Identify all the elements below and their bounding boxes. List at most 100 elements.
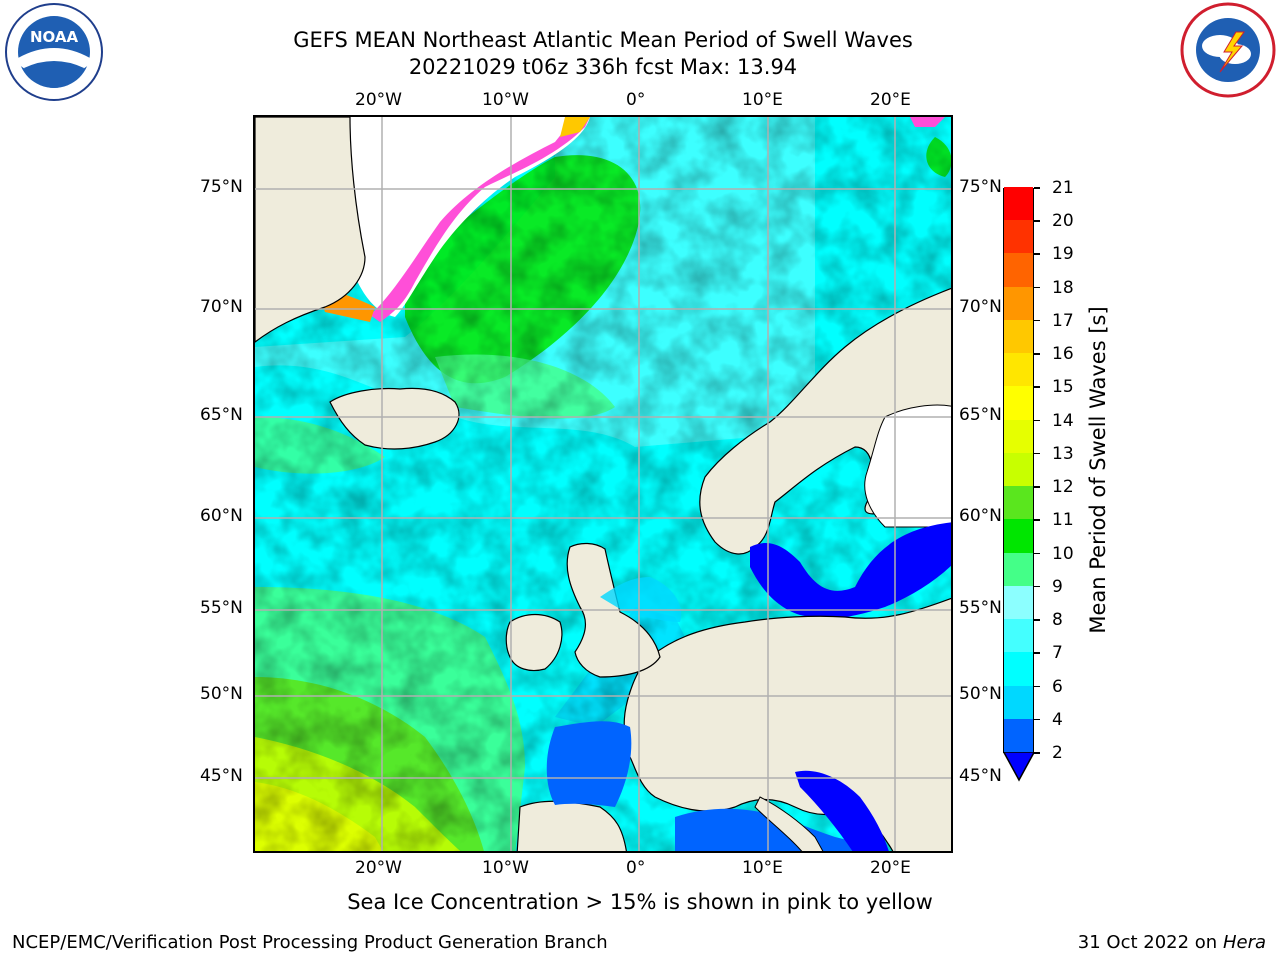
colorbar-segment [1004, 718, 1033, 752]
colorbar-segment [1004, 352, 1033, 387]
colorbar-tick [1034, 685, 1040, 688]
colorbar-tick-label: 21 [1052, 178, 1074, 198]
lon-label-top: 20°E [870, 90, 911, 110]
lon-label-top: 10°E [742, 90, 783, 110]
colorbar-tick [1034, 286, 1040, 289]
lat-label-right: 50°N [959, 684, 1002, 704]
lon-label-top: 0° [626, 90, 646, 110]
colorbar-tick [1034, 619, 1040, 621]
footer-right: 31 Oct 2022 on Hera [1078, 932, 1266, 953]
adriatic [795, 770, 889, 851]
colorbar-tick-label: 6 [1052, 676, 1063, 697]
sea-ice-note: Sea Ice Concentration > 15% is shown in … [347, 890, 933, 914]
lon-label-bottom: 20°E [870, 858, 911, 878]
map-svg [255, 117, 951, 851]
baltic-ice-area [864, 404, 951, 528]
colorbar-segment [1004, 618, 1033, 653]
sea-ice-edge [370, 117, 590, 322]
baltic-sea [750, 522, 951, 619]
lon-label-bottom: 20°W [355, 858, 402, 878]
colorbar-tick [1034, 486, 1040, 488]
graticule [255, 117, 951, 851]
colorbar-tick [1034, 253, 1040, 255]
colorbar-tick-label: 13 [1052, 443, 1074, 464]
lon-label-top: 10°W [482, 90, 529, 110]
lat-label-left: 60°N [200, 506, 243, 526]
footer-left: NCEP/EMC/Verification Post Processing Pr… [12, 932, 608, 953]
colorbar-tick-label: 18 [1052, 277, 1074, 298]
colorbar-tick-label: 12 [1052, 477, 1074, 498]
colorbar-segment [1004, 385, 1033, 420]
colorbar-tick [1034, 519, 1040, 521]
colorbar-segment [1004, 585, 1033, 620]
colorbar-segment [1004, 219, 1033, 254]
colorbar-tick [1034, 718, 1040, 721]
colorbar-tick-label: 15 [1052, 377, 1074, 398]
lat-label-right: 75°N [959, 177, 1002, 197]
colorbar-tick-label: 9 [1052, 576, 1063, 597]
colorbar-tick [1034, 353, 1040, 355]
lon-label-bottom: 0° [626, 858, 646, 878]
lat-label-left: 50°N [200, 684, 243, 704]
lat-label-left: 65°N [200, 405, 243, 425]
lon-label-bottom: 10°W [482, 858, 529, 878]
lat-label-right: 70°N [959, 297, 1002, 317]
colorbar-tick-label: 19 [1052, 244, 1074, 265]
lat-label-left: 55°N [200, 598, 243, 618]
ireland [505, 613, 563, 672]
colorbar-tick [1034, 452, 1040, 455]
colorbar-tick-label: 4 [1052, 709, 1063, 730]
colorbar-tick-label: 11 [1052, 510, 1074, 531]
greenland-icecap [347, 117, 590, 317]
colorbar-segment [1004, 452, 1033, 487]
colorbar-segment [1004, 685, 1033, 719]
lon-label-bottom: 10°E [742, 858, 783, 878]
lat-label-right: 55°N [959, 598, 1002, 618]
colorbar-segment [1004, 552, 1033, 586]
iceland [329, 387, 460, 450]
lat-label-left: 45°N [200, 766, 243, 786]
colorbar-segment [1004, 186, 1033, 221]
map-subtitle: 20221029 t06z 336h fcst Max: 13.94 [408, 55, 798, 79]
colorbar-tick-label: 10 [1052, 543, 1074, 564]
noaa-logo-text: NOAA [30, 28, 79, 46]
colorbar-segment [1004, 252, 1033, 287]
colorbar-tick [1034, 552, 1040, 555]
colorbar-segment [1004, 485, 1033, 520]
bay-of-biscay [546, 721, 632, 807]
colorbar-tick [1034, 319, 1040, 322]
lat-label-right: 45°N [959, 766, 1002, 786]
colorbar-tick [1034, 220, 1040, 222]
colorbar [1003, 186, 1034, 753]
colorbar-segment [1004, 651, 1033, 686]
colorbar-tick-label: 2 [1052, 743, 1063, 763]
colorbar-tick-label: 20 [1052, 211, 1074, 232]
colorbar-tick-label: 8 [1052, 610, 1063, 631]
sea-ice-edge [910, 117, 945, 127]
map-panel [253, 115, 953, 853]
colorbar-segment [1004, 419, 1033, 453]
colorbar-segment [1004, 286, 1033, 320]
colorbar-tick-label: 17 [1052, 310, 1074, 331]
sea-ice-edge [560, 117, 590, 137]
lat-label-left: 75°N [200, 177, 243, 197]
colorbar-segment [1004, 518, 1033, 553]
lon-label-top: 20°W [355, 90, 402, 110]
colorbar-title: Mean Period of Swell Waves [s] [1086, 306, 1110, 634]
map-title: GEFS MEAN Northeast Atlantic Mean Period… [293, 28, 913, 52]
footer-machine: Hera [1222, 932, 1266, 953]
lat-label-right: 65°N [959, 405, 1002, 425]
footer-date: 31 Oct 2022 on [1077, 932, 1223, 953]
colorbar-underflow-triangle [1003, 752, 1035, 782]
colorbar-tick [1034, 187, 1040, 189]
italy [754, 796, 824, 851]
greenland-land [255, 117, 366, 343]
nws-logo [1180, 2, 1276, 98]
colorbar-tick-label: 7 [1052, 643, 1063, 664]
lat-label-right: 60°N [959, 506, 1002, 526]
colorbar-tick [1034, 585, 1040, 588]
noaa-logo: NOAA [4, 2, 104, 102]
colorbar-tick-label: 16 [1052, 344, 1074, 365]
iberia [516, 800, 627, 851]
colorbar-tick-label: 14 [1052, 410, 1074, 431]
